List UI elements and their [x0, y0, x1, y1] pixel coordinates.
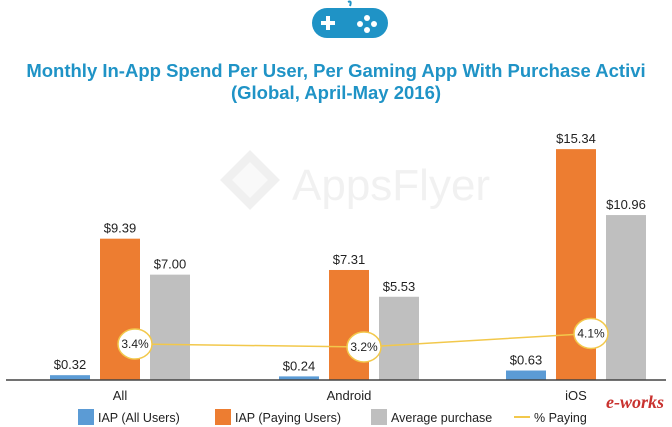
x-tick-label-all: All: [113, 388, 128, 403]
legend-label: IAP (All Users): [98, 411, 180, 425]
watermark-text: AppsFlyer: [292, 161, 490, 210]
pct-paying-marker: [117, 328, 153, 360]
pct-paying-marker: [346, 331, 382, 363]
brand-logo: e-works: [606, 392, 664, 412]
chart-subtitle: (Global, April-May 2016): [230, 82, 442, 103]
bar-value-label: $10.96: [606, 197, 646, 212]
bar-android-series-0: [279, 376, 319, 380]
x-tick-label-ios: iOS: [565, 388, 587, 403]
legend-label: % Paying: [534, 411, 587, 425]
legend-item-2: Average purchase: [371, 409, 492, 425]
pct-paying-label: 4.1%: [577, 327, 605, 341]
bar-value-label: $0.24: [283, 358, 316, 373]
bar-value-label: $7.00: [154, 257, 187, 272]
bar-value-label: $15.34: [556, 131, 596, 146]
bar-value-label: $0.63: [510, 353, 543, 368]
legend-item-0: IAP (All Users): [78, 409, 180, 425]
bar-all-series-2: [150, 274, 190, 380]
chart-title: Monthly In-App Spend Per User, Per Gamin…: [26, 60, 646, 81]
legend-item-1: IAP (Paying Users): [215, 409, 341, 425]
x-tick-label-android: Android: [327, 388, 372, 403]
legend-label: IAP (Paying Users): [235, 411, 341, 425]
pct-paying-label: 3.4%: [121, 337, 149, 351]
pct-paying-marker: [573, 317, 609, 350]
bar-value-label: $5.53: [383, 279, 416, 294]
bar-value-label: $7.31: [333, 252, 366, 267]
bar-android-series-2: [379, 296, 419, 380]
bar-all-series-0: [50, 375, 90, 380]
legend-swatch: [78, 409, 94, 425]
bar-value-label: $9.39: [104, 221, 137, 236]
watermark: AppsFlyer: [220, 150, 490, 235]
bar-ios-series-0: [506, 370, 546, 380]
legend-label: Average purchase: [391, 411, 492, 425]
gamepad-icon: [312, 0, 388, 38]
pct-paying-label: 3.2%: [350, 340, 378, 354]
bar-value-label: $0.32: [54, 357, 87, 372]
legend-swatch: [371, 409, 387, 425]
bar-android-series-1: [329, 269, 369, 380]
legend-item-3: % Paying: [514, 411, 587, 425]
legend-swatch: [215, 409, 231, 425]
bar-ios-series-2: [606, 215, 646, 380]
